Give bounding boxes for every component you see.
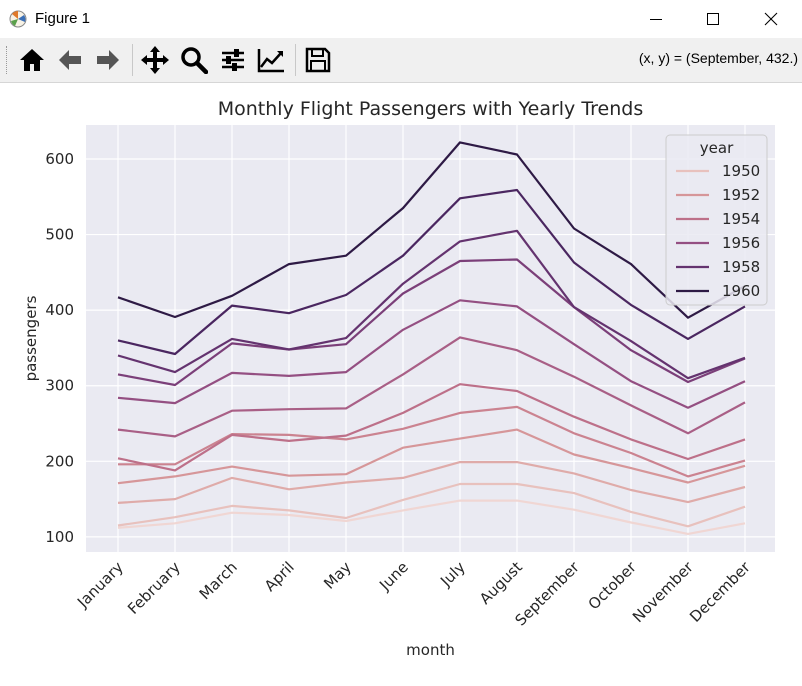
legend-label-1950: 1950 — [722, 162, 760, 180]
sliders-icon — [222, 49, 244, 71]
plot-area — [86, 125, 775, 552]
back-button[interactable] — [54, 44, 86, 76]
x-tick-label: May — [320, 558, 355, 593]
legend-label-1958: 1958 — [722, 258, 760, 276]
series-line-1954 — [117, 383, 746, 472]
legend-title: year — [700, 139, 734, 157]
legend-label-1954: 1954 — [722, 210, 760, 228]
series-line-1951 — [117, 461, 746, 504]
pan-button[interactable] — [139, 44, 171, 76]
y-tick-label: 100 — [45, 528, 74, 546]
floppy-disk-icon — [305, 47, 331, 73]
navigation-toolbar: (x, y) = (September, 432.) — [0, 38, 802, 83]
maximize-icon — [707, 13, 719, 25]
series-line-1956 — [117, 299, 746, 409]
series-line-1953 — [118, 405, 746, 478]
x-tick-label: October — [585, 558, 641, 614]
move-icon — [141, 46, 169, 74]
close-icon — [764, 12, 778, 26]
chart-line-icon — [257, 49, 284, 73]
arrow-left-icon — [59, 50, 81, 70]
toolbar-separator — [295, 44, 296, 76]
x-tick-label: January — [73, 558, 127, 612]
x-tick-label: November — [629, 558, 697, 626]
legend-box — [665, 134, 768, 306]
home-icon — [20, 49, 44, 71]
cursor-coordinates: (x, y) = (September, 432.) — [638, 50, 798, 66]
maximize-button[interactable] — [684, 0, 742, 38]
series-line-1952 — [117, 428, 746, 485]
y-tick-label: 500 — [45, 226, 74, 244]
window-title: Figure 1 — [35, 10, 91, 27]
y-tick-label: 200 — [45, 452, 74, 470]
save-button[interactable] — [302, 44, 334, 76]
arrow-right-icon — [97, 50, 119, 70]
minimize-icon — [650, 19, 662, 20]
y-tick-label: 600 — [45, 150, 74, 168]
series-line-1949 — [117, 499, 746, 535]
series-line-1955 — [117, 336, 746, 438]
legend-label-1956: 1956 — [722, 234, 760, 252]
figure-canvas[interactable]: 100 200 300 400 500 600 January February March Ap… — [0, 83, 802, 682]
matplotlib-app-icon — [9, 10, 27, 28]
magnifier-icon — [181, 47, 208, 74]
toolbar-separator — [132, 44, 133, 76]
window-titlebar: Figure 1 — [0, 0, 802, 38]
series-line-1950 — [117, 482, 746, 528]
legend-label-1952: 1952 — [722, 186, 760, 204]
x-tick-label: June — [375, 558, 412, 595]
x-tick-label: July — [436, 558, 469, 591]
x-tick-label: March — [196, 558, 241, 603]
y-tick-label: 300 — [45, 377, 74, 395]
zoom-button[interactable] — [178, 44, 210, 76]
home-button[interactable] — [16, 44, 48, 76]
x-tick-label: April — [261, 558, 298, 595]
x-tick-label: August — [476, 558, 526, 608]
minimize-button[interactable] — [627, 0, 685, 38]
y-axis-label: passengers — [22, 295, 40, 381]
x-tick-label: December — [686, 558, 754, 626]
x-axis-label: month — [406, 641, 455, 659]
series-line-1960 — [117, 141, 746, 319]
series-line-1958 — [117, 229, 746, 380]
series-line-1959 — [117, 188, 746, 356]
close-button[interactable] — [742, 0, 800, 38]
customize-button[interactable] — [255, 44, 287, 76]
toolbar-grip — [6, 46, 9, 74]
forward-button[interactable] — [92, 44, 124, 76]
x-tick-label: February — [124, 558, 184, 618]
series-line-1957 — [117, 258, 746, 387]
y-tick-label: 400 — [45, 301, 74, 319]
legend-label-1960: 1960 — [722, 282, 760, 300]
chart-title: Monthly Flight Passengers with Yearly Tr… — [218, 98, 644, 120]
subplots-button[interactable] — [217, 44, 249, 76]
